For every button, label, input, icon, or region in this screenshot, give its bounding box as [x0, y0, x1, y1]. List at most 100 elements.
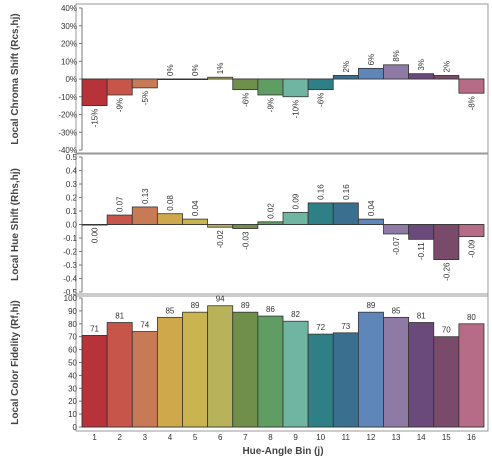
- x-tick-label: 7: [243, 433, 248, 442]
- y-tick-label: 0.0: [66, 221, 78, 230]
- x-tick-label: 11: [342, 433, 351, 442]
- bar-bin-8: [257, 221, 284, 225]
- y-tick-label: 20: [68, 397, 77, 406]
- panel-frame-2: [75, 152, 489, 297]
- x-tick-label: 9: [293, 433, 298, 442]
- y-tick-label: -0.3: [63, 261, 77, 270]
- data-label: 2%: [342, 61, 351, 73]
- bar-bin-7: [232, 78, 259, 91]
- data-label: 86: [266, 305, 275, 314]
- y-tick-label: 30: [68, 384, 77, 393]
- bar-bin-5: [182, 311, 209, 428]
- y-tick-label: 10: [68, 410, 77, 419]
- data-label: 1%: [216, 63, 225, 75]
- x-tick-label: 13: [392, 433, 401, 442]
- bar-bin-9: [282, 211, 309, 225]
- x-tick-label: 14: [417, 433, 426, 442]
- panel-frame-3: [75, 293, 489, 432]
- data-label: 73: [341, 322, 350, 331]
- x-tick-label: 5: [193, 433, 198, 442]
- y-axis-title: Local Hue Shift (Rhs,hj): [10, 168, 21, 281]
- bar-bin-1: [81, 335, 108, 428]
- y-tick-label: -20%: [58, 111, 77, 120]
- data-label: 0%: [166, 64, 175, 76]
- bar-bin-1: [81, 78, 108, 107]
- bar-bin-6: [207, 224, 234, 228]
- y-tick-label: 100: [64, 294, 78, 303]
- bar-bin-14: [408, 224, 435, 240]
- x-tick-label: 12: [366, 433, 375, 442]
- y-tick-label: 0.1: [66, 207, 78, 216]
- y-tick-label: -30%: [58, 128, 77, 137]
- x-tick-label: 10: [316, 433, 325, 442]
- data-label: 0.04: [191, 200, 200, 216]
- y-axis-title: Local Chroma Shift (Rcs,hj): [10, 13, 21, 144]
- bar-bin-13: [383, 316, 410, 428]
- y-tick-label: 0.4: [66, 167, 78, 176]
- panel-frame-1: [75, 3, 489, 155]
- bar-bin-15: [433, 224, 460, 260]
- y-tick-label: 60: [68, 346, 77, 355]
- data-label: 89: [241, 301, 250, 310]
- data-label: 0.07: [116, 196, 125, 212]
- data-label: 89: [191, 301, 200, 310]
- data-label: 6%: [367, 54, 376, 66]
- data-label: -5%: [141, 91, 150, 105]
- bar-bin-9: [282, 320, 309, 428]
- bar-bin-14: [408, 73, 435, 80]
- bar-bin-14: [408, 322, 435, 428]
- data-label: -10%: [292, 100, 301, 119]
- y-tick-label: 70: [68, 333, 77, 342]
- data-label: 0.08: [166, 195, 175, 211]
- y-tick-label: 0.5: [66, 153, 78, 162]
- x-tick-label: 15: [442, 433, 451, 442]
- data-label: -9%: [116, 98, 125, 112]
- y-tick-label: 20%: [61, 40, 77, 49]
- data-label: 0.16: [342, 184, 351, 200]
- data-label: -0.09: [467, 239, 476, 258]
- data-label: 0.16: [317, 184, 326, 200]
- y-tick-label: 0: [73, 423, 78, 432]
- y-tick-label: -0.2: [63, 248, 77, 257]
- data-label: -6%: [317, 93, 326, 107]
- bar-bin-12: [357, 311, 384, 428]
- bar-bin-6: [207, 305, 234, 428]
- y-tick-label: 40%: [61, 4, 77, 13]
- bar-bin-7: [232, 224, 259, 229]
- y-tick-label: 90: [68, 307, 77, 316]
- data-label: 81: [417, 312, 426, 321]
- bar-bin-3: [131, 331, 158, 428]
- bar-bin-11: [332, 202, 359, 225]
- data-label: -6%: [241, 93, 250, 107]
- data-label: 85: [165, 306, 174, 315]
- x-tick-label: 4: [168, 433, 173, 442]
- y-tick-label: 10%: [61, 57, 77, 66]
- x-tick-label: 8: [268, 433, 273, 442]
- y-tick-label: -40%: [58, 146, 77, 155]
- bar-bin-15: [433, 336, 460, 428]
- x-tick-label: 6: [218, 433, 223, 442]
- data-label: 2%: [442, 61, 451, 73]
- data-label: 82: [291, 310, 300, 319]
- y-axis-title: Local Color Fidelity (Rf,hj): [10, 300, 21, 424]
- y-tick-label: -0.1: [63, 234, 77, 243]
- bar-bin-12: [357, 218, 384, 225]
- bar-bin-3: [131, 206, 158, 225]
- bar-bin-2: [106, 322, 133, 428]
- bar-bin-16: [458, 323, 485, 428]
- data-label: 94: [216, 295, 225, 304]
- bar-bin-11: [332, 75, 359, 80]
- bar-bin-4: [156, 78, 183, 81]
- bar-bin-15: [433, 75, 460, 80]
- data-label: 81: [115, 312, 124, 321]
- data-label: -0.02: [216, 230, 225, 249]
- data-label: -8%: [467, 96, 476, 110]
- y-tick-label: 0.2: [66, 194, 78, 203]
- bar-bin-12: [357, 67, 384, 80]
- x-tick-label: 2: [117, 433, 122, 442]
- data-label: 74: [140, 321, 149, 330]
- data-label: 0.00: [91, 227, 100, 243]
- bar-bin-8: [257, 315, 284, 428]
